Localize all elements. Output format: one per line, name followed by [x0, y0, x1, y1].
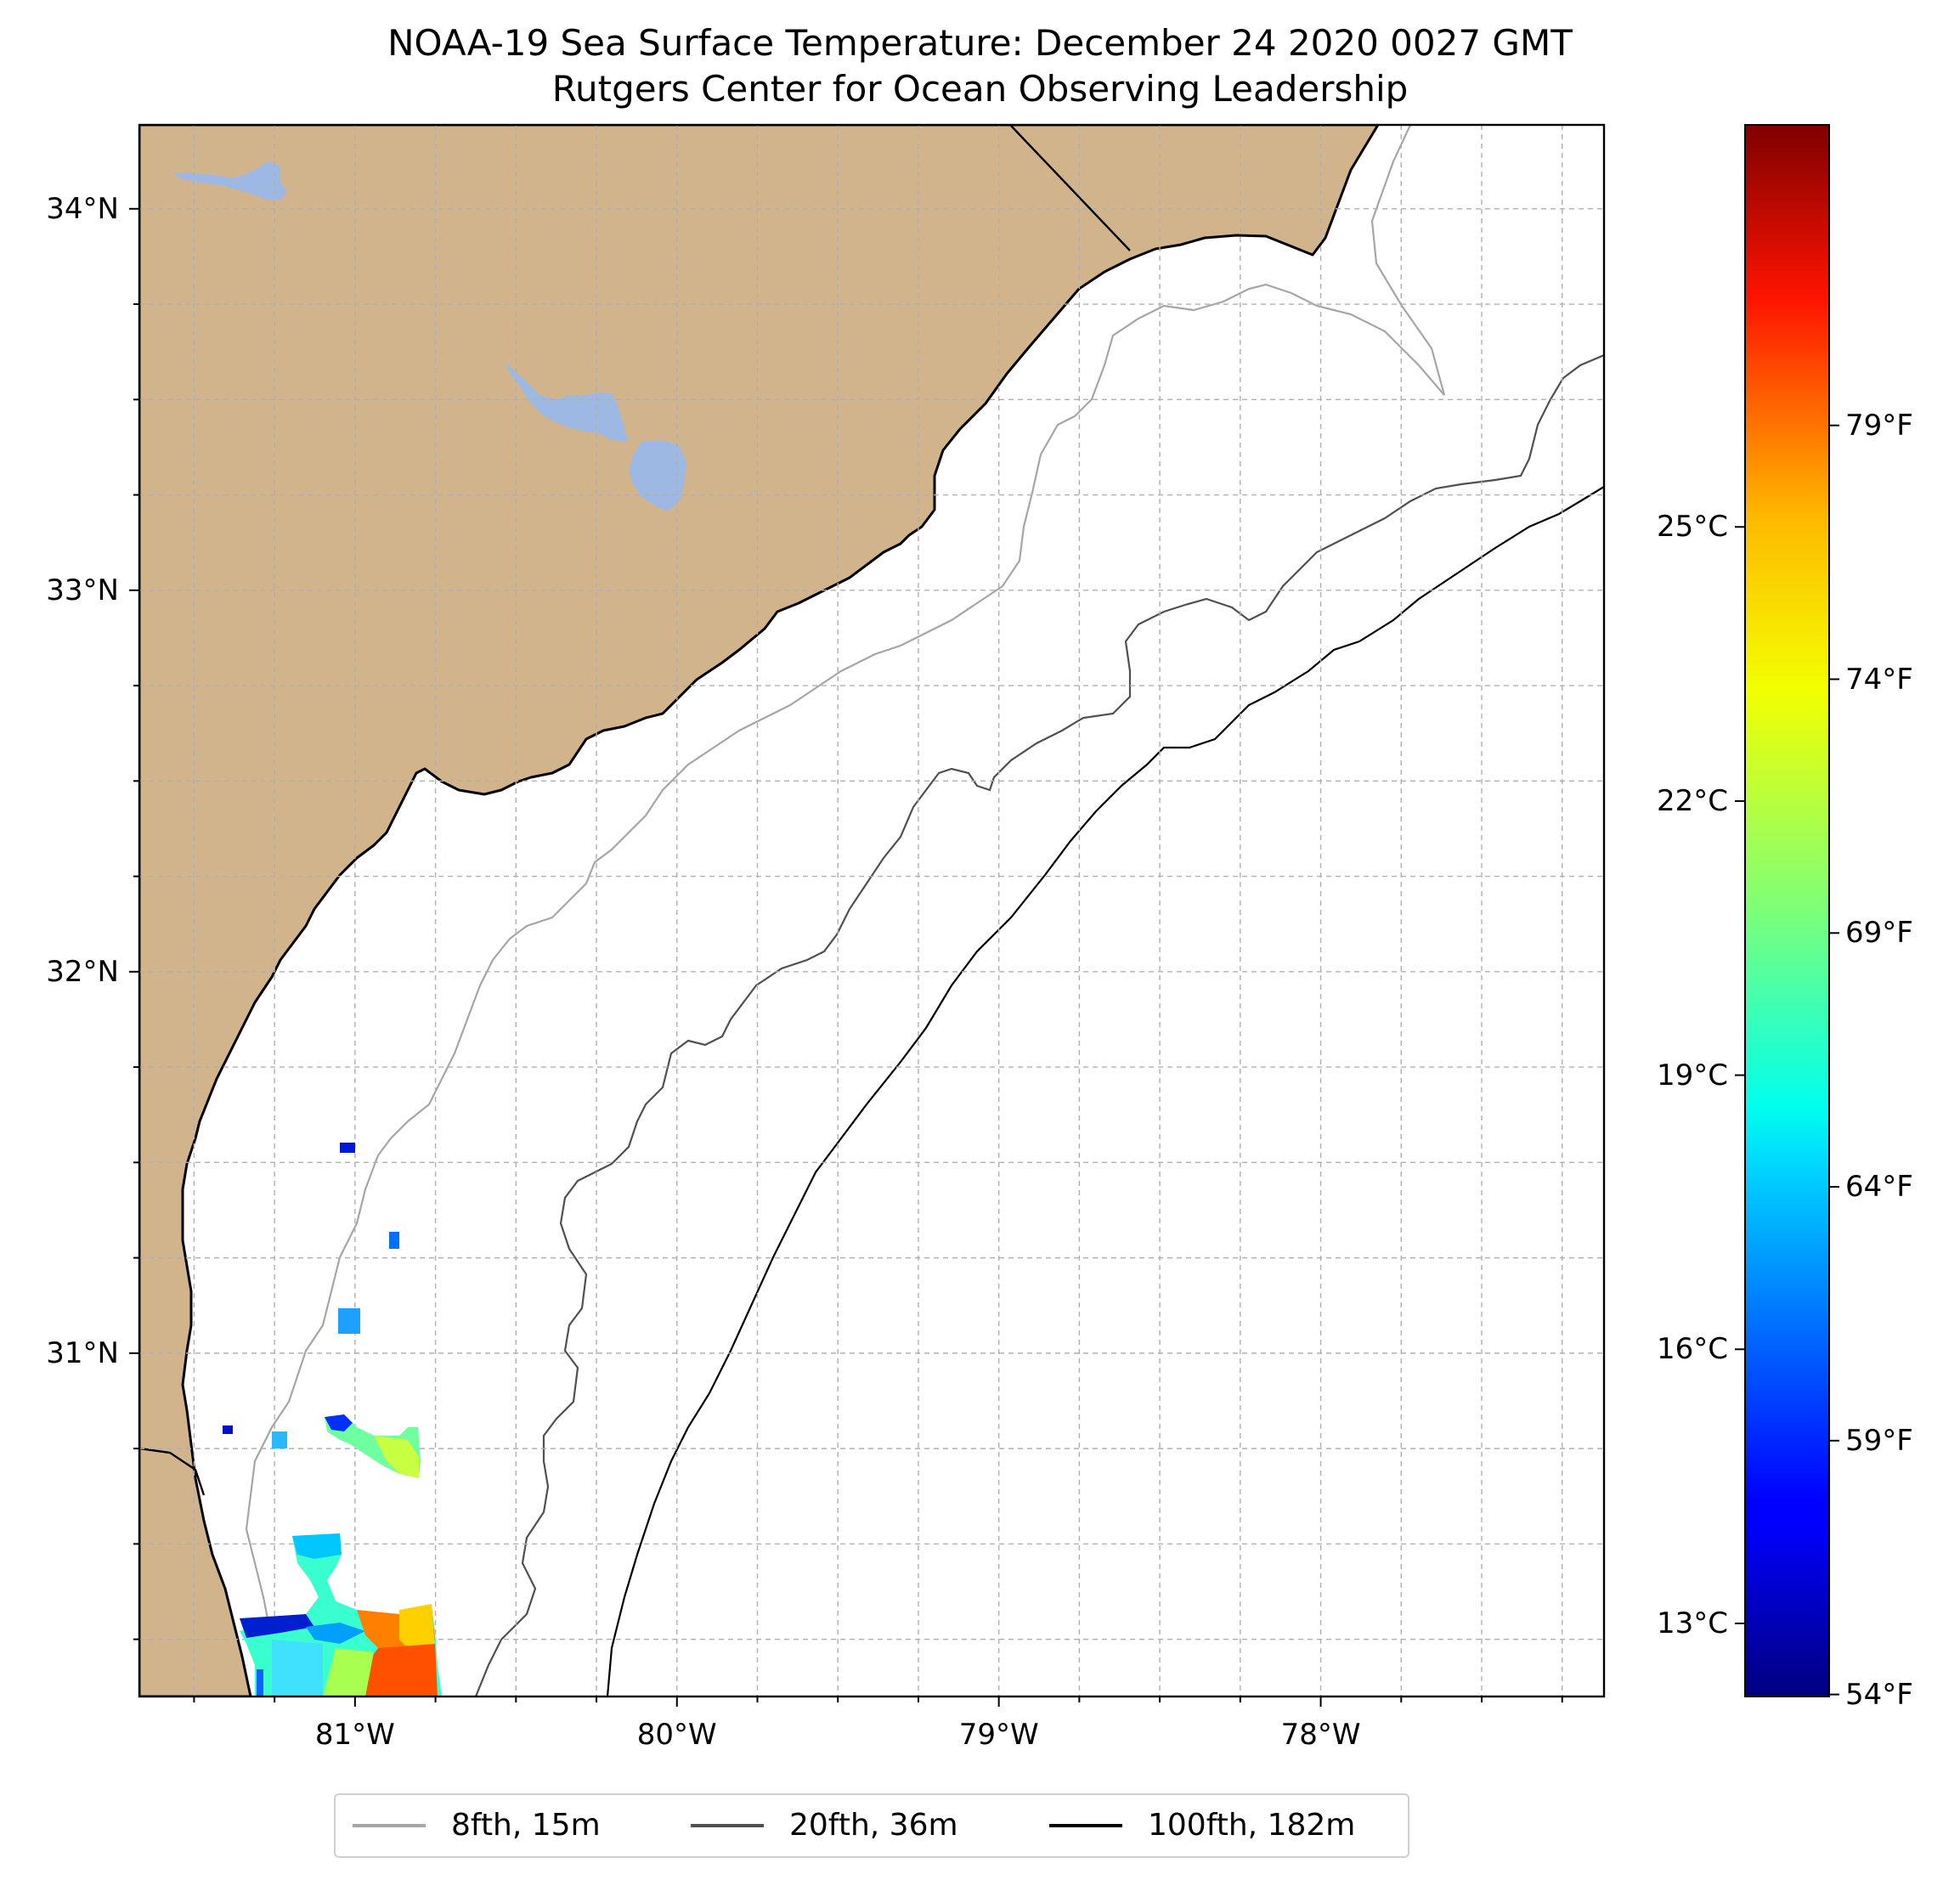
colorbar-label-fahrenheit: 79°F — [1845, 408, 1913, 443]
sst-patches — [223, 1143, 442, 1697]
legend-item-20fth: 20fth, 36m — [691, 1795, 958, 1856]
state-border — [1010, 125, 1131, 251]
figure-subtitle: Rutgers Center for Ocean Observing Leade… — [551, 68, 1409, 110]
lake-upper — [174, 161, 287, 200]
axis-ticks — [129, 207, 1563, 1707]
contour-36m — [474, 353, 1604, 1697]
colorbar-label-celsius: 25°C — [1656, 510, 1728, 545]
colorbar-ticks — [1735, 424, 1839, 1696]
figure-title: NOAA-19 Sea Surface Temperature: Decembe… — [387, 22, 1573, 64]
legend-label: 20fth, 36m — [789, 1808, 958, 1843]
colorbar-label-celsius: 19°C — [1656, 1058, 1728, 1092]
lon-tick-label: 78°W — [1280, 1718, 1361, 1752]
colorbar-label-celsius: 22°C — [1656, 783, 1728, 818]
map-gridlines — [139, 125, 1604, 1697]
legend-item-100fth: 100fth, 182m — [1049, 1795, 1355, 1856]
colorbar-label-celsius: 13°C — [1656, 1606, 1728, 1640]
colorbar-label-fahrenheit: 74°F — [1845, 662, 1913, 697]
legend-label: 8fth, 15m — [451, 1808, 601, 1843]
legend-swatch — [1049, 1824, 1122, 1827]
lake-moultrie — [629, 440, 686, 511]
legend: 8fth, 15m 20fth, 36m 100fth, 182m — [334, 1793, 1409, 1858]
colorbar-label-fahrenheit: 69°F — [1845, 916, 1913, 951]
colorbar-label-fahrenheit: 64°F — [1845, 1170, 1913, 1205]
lat-tick-label: 31°N — [46, 1335, 119, 1370]
legend-swatch — [691, 1824, 764, 1827]
legend-swatch — [353, 1824, 426, 1827]
lat-tick-label: 32°N — [46, 954, 119, 989]
lon-tick-label: 80°W — [636, 1718, 717, 1752]
map-frame — [138, 123, 1606, 1698]
lon-tick-label: 81°W — [314, 1718, 395, 1752]
colorbar — [1744, 124, 1830, 1697]
lake-marion — [506, 363, 629, 442]
contour-182m — [606, 486, 1604, 1697]
legend-label: 100fth, 182m — [1148, 1808, 1356, 1843]
lat-tick-label: 33°N — [46, 573, 119, 607]
lat-tick-label: 34°N — [46, 191, 119, 226]
land-area — [139, 125, 1380, 1697]
state-border-south — [139, 1447, 206, 1496]
legend-item-8fth: 8fth, 15m — [353, 1795, 601, 1856]
colorbar-label-fahrenheit: 59°F — [1845, 1423, 1913, 1458]
contour-15m — [245, 125, 1446, 1697]
colorbar-label-celsius: 16°C — [1656, 1332, 1728, 1367]
lon-tick-label: 79°W — [958, 1718, 1039, 1752]
colorbar-label-fahrenheit: 54°F — [1845, 1677, 1913, 1712]
